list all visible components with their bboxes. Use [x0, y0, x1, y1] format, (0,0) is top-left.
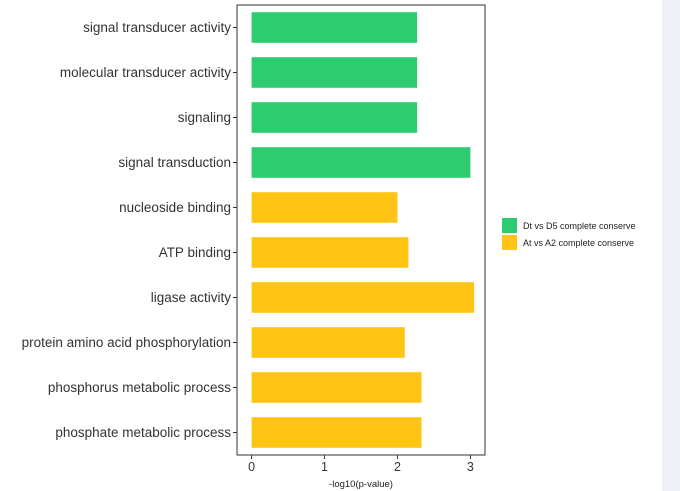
bar-4 [251, 192, 398, 223]
plot-frame [236, 4, 486, 456]
legend-label-0: Dt vs D5 complete conserve [523, 221, 636, 231]
bar-1 [251, 57, 418, 88]
bar-7 [251, 327, 405, 358]
category-label-6: ligase activity [151, 290, 232, 305]
x-axis-title: -log10(p-value) [329, 479, 393, 490]
bar-2 [251, 102, 418, 133]
right-panel-edge [662, 0, 680, 491]
category-label-4: nucleoside binding [119, 200, 231, 215]
x-tick-label-1: 1 [321, 460, 328, 474]
category-labels: signal transducer activity molecular tran… [22, 20, 237, 440]
bar-0 [251, 12, 418, 43]
category-label-8: phosphorus metabolic process [48, 380, 231, 395]
legend-swatch-1 [502, 235, 517, 250]
x-tick-label-2: 2 [394, 460, 401, 474]
bar-6 [251, 282, 475, 313]
legend-label-1: At vs A2 complete conserve [523, 238, 634, 248]
legend-swatch-0 [502, 218, 517, 233]
bar-5 [251, 237, 409, 268]
category-label-0: signal transducer activity [83, 20, 231, 35]
x-axis: 0 1 2 3 [248, 455, 474, 474]
category-label-9: phosphate metabolic process [55, 425, 231, 440]
category-label-2: signaling [178, 110, 231, 125]
category-label-3: signal transduction [118, 155, 231, 170]
bars-layer [251, 12, 475, 448]
category-label-1: molecular transducer activity [60, 65, 231, 80]
category-label-7: protein amino acid phosphorylation [22, 335, 231, 350]
x-tick-label-3: 3 [467, 460, 474, 474]
x-tick-label-0: 0 [248, 460, 255, 474]
category-label-5: ATP binding [159, 245, 231, 260]
bar-8 [251, 372, 422, 403]
legend: Dt vs D5 complete conserve At vs A2 compl… [502, 218, 636, 250]
bar-9 [251, 417, 422, 448]
bar-3 [251, 147, 471, 178]
